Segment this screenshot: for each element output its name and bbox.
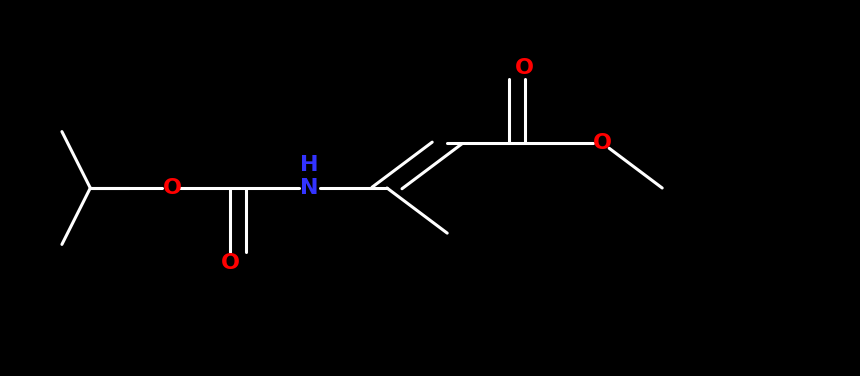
- Text: O: O: [163, 178, 181, 198]
- Text: N: N: [300, 178, 319, 198]
- Text: O: O: [515, 58, 534, 78]
- Text: H: H: [300, 155, 319, 176]
- Text: O: O: [221, 253, 240, 273]
- Text: O: O: [593, 133, 611, 153]
